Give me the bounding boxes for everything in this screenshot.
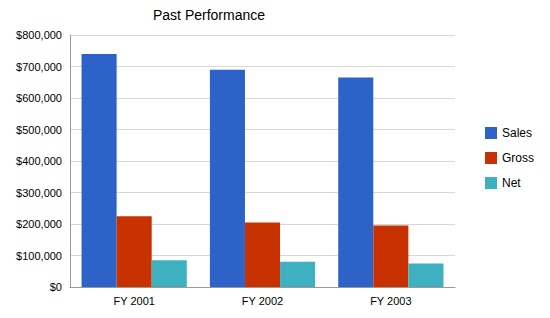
- svg-text:$300,000: $300,000: [16, 187, 62, 199]
- svg-text:Past Performance: Past Performance: [153, 7, 265, 23]
- svg-text:$400,000: $400,000: [16, 155, 62, 167]
- svg-text:Net: Net: [502, 176, 521, 190]
- svg-text:$700,000: $700,000: [16, 61, 62, 73]
- svg-text:FY 2001: FY 2001: [113, 295, 154, 307]
- svg-text:Gross: Gross: [502, 151, 534, 165]
- svg-text:$100,000: $100,000: [16, 250, 62, 262]
- svg-text:$600,000: $600,000: [16, 92, 62, 104]
- svg-text:$0: $0: [50, 281, 62, 293]
- svg-text:$200,000: $200,000: [16, 218, 62, 230]
- svg-text:$500,000: $500,000: [16, 124, 62, 136]
- svg-text:FY 2002: FY 2002: [242, 295, 283, 307]
- svg-text:FY 2003: FY 2003: [370, 295, 411, 307]
- svg-text:Sales: Sales: [502, 126, 532, 140]
- svg-text:$800,000: $800,000: [16, 29, 62, 41]
